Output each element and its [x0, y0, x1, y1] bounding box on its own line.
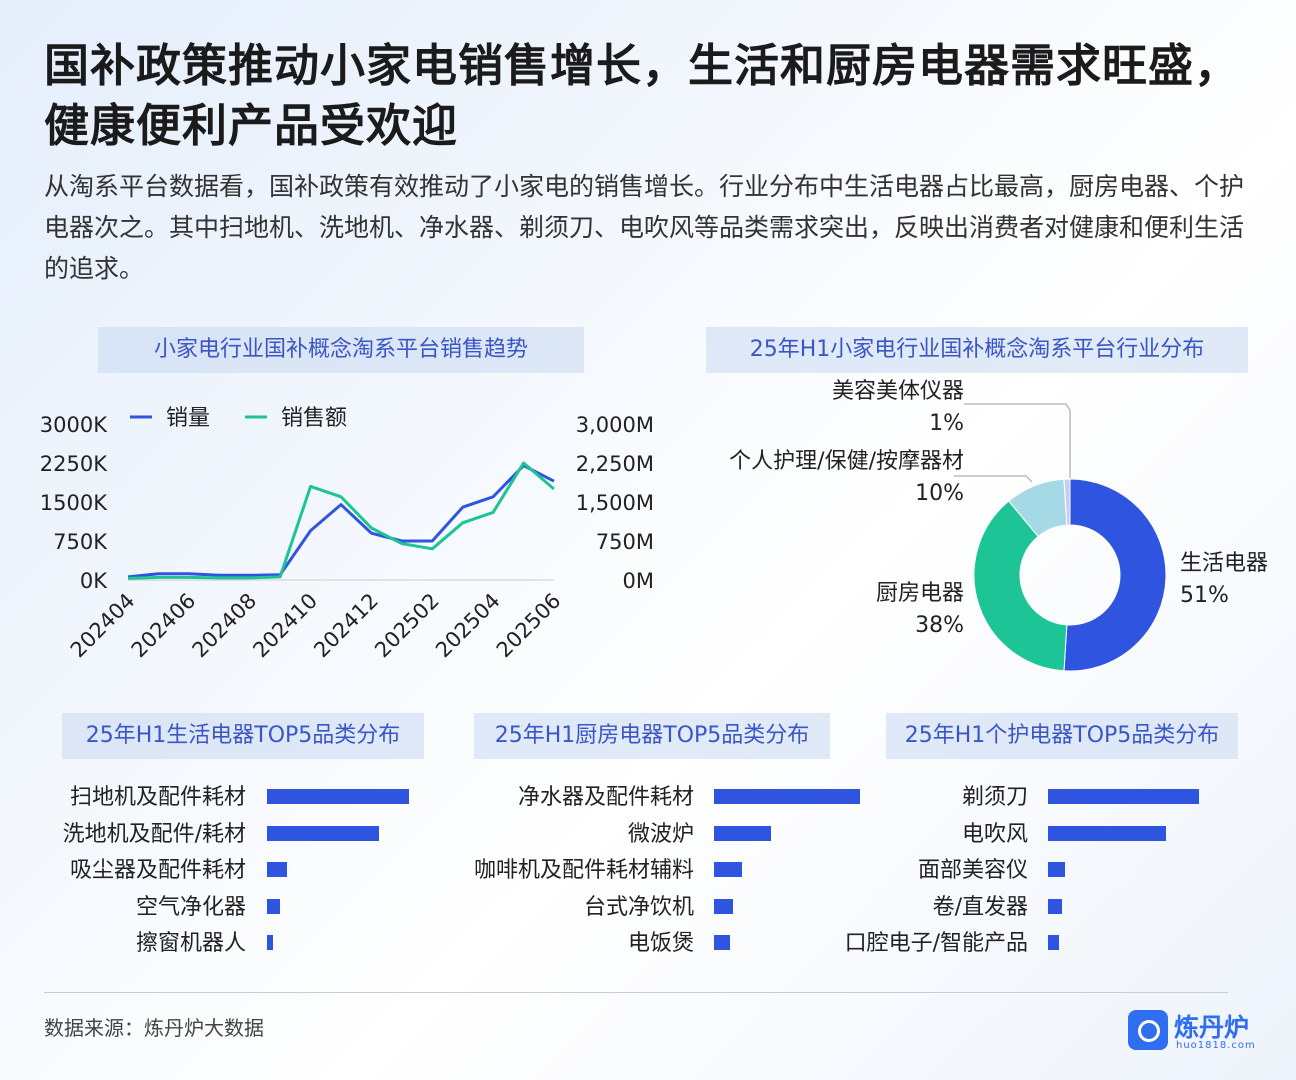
bar-category-label: 面部美容仪	[917, 858, 1028, 883]
bar-row: 电吹风	[800, 817, 1230, 853]
footer-divider	[44, 992, 1228, 993]
legend-label: 销量	[166, 406, 210, 431]
logo-subtext: huo1818.com	[1176, 1040, 1256, 1051]
x-tick-label: 202410	[248, 589, 322, 663]
series-line-revenue	[127, 461, 555, 580]
y-right-tick-label: 2,250M	[576, 452, 654, 476]
bar	[1048, 825, 1166, 841]
bar-category-label: 擦窗机器人	[135, 931, 246, 956]
bar-chart-2-title: 25年H1厨房电器TOP5品类分布	[474, 713, 830, 759]
x-tick-label: 202406	[127, 589, 201, 663]
x-tick-label: 202504	[431, 589, 505, 663]
donut-chart-title: 25年H1小家电行业国补概念淘系平台行业分布	[706, 327, 1248, 373]
bar-chart-1-title: 25年H1生活电器TOP5品类分布	[62, 713, 424, 759]
logo-icon	[1128, 1010, 1168, 1050]
y-left-tick-label: 750K	[53, 530, 108, 554]
y-right-tick-label: 1,500M	[576, 491, 654, 515]
line-chart-title: 小家电行业国补概念淘系平台销售趋势	[98, 327, 584, 373]
bar-row: 吸尘器及配件耗材	[20, 853, 440, 889]
bar-category-label: 剃须刀	[961, 785, 1028, 810]
bar-category-label: 台式净饮机	[583, 894, 694, 920]
bar-row: 电饭煲	[430, 926, 890, 962]
bar-chart-3-title: 25年H1个护电器TOP5品类分布	[886, 713, 1238, 759]
logo-text: 炼丹炉	[1174, 1013, 1250, 1042]
x-tick-label: 202404	[66, 589, 140, 663]
bar-row: 空气净化器	[20, 890, 440, 926]
bar	[714, 789, 860, 804]
slice-label: 厨房电器	[876, 581, 964, 606]
bar-row: 口腔电子/智能产品	[800, 926, 1230, 962]
bar-row: 剃须刀	[800, 780, 1230, 816]
leader-line	[964, 403, 1071, 478]
bar	[714, 898, 733, 914]
slice-percent: 1%	[929, 411, 964, 436]
bar	[267, 935, 273, 950]
bar-category-label: 电饭煲	[627, 931, 694, 956]
x-tick-label: 202412	[309, 589, 383, 663]
bar	[1048, 862, 1065, 877]
bar	[267, 789, 409, 804]
slice-percent: 51%	[1180, 583, 1229, 608]
series-line-volume	[127, 464, 555, 579]
y-left-tick-label: 1500K	[40, 491, 108, 515]
x-tick-label: 202502	[370, 589, 444, 663]
slice-label: 生活电器	[1180, 551, 1268, 576]
bar-row: 微波炉	[430, 817, 890, 853]
bar	[267, 862, 287, 877]
bar-row: 扫地机及配件耗材	[20, 780, 440, 816]
donut-slice	[973, 500, 1068, 672]
slice-label: 美容美体仪器	[832, 379, 964, 404]
page-title: 国补政策推动小家电销售增长，生活和厨房电器需求旺盛，健康便利产品受欢迎	[44, 39, 1241, 152]
slice-percent: 38%	[915, 613, 964, 638]
x-tick-label: 202408	[188, 589, 262, 663]
donut-slice	[1063, 478, 1071, 526]
page-subtitle: 从淘系平台数据看，国补政策有效推动了小家电的销售增长。行业分布中生活电器占比最高…	[44, 172, 1245, 283]
bar-category-label: 口腔电子/智能产品	[844, 931, 1028, 956]
bar-category-label: 卷/直发器	[932, 894, 1028, 920]
bar-category-label: 净水器及配件耗材	[517, 785, 694, 810]
bar	[714, 825, 771, 841]
y-left-tick-label: 2250K	[40, 452, 108, 476]
bar	[714, 862, 742, 877]
y-left-tick-label: 0K	[80, 569, 108, 593]
donut-chart: 生活电器 51% 厨房电器 38% 个人护理/保健/按摩器材 10% 美容美体仪器 1%	[729, 379, 1268, 672]
slice-label: 个人护理/保健/按摩器材	[729, 449, 964, 474]
bar-row: 卷/直发器	[800, 890, 1230, 926]
bar	[1048, 935, 1059, 950]
legend-label: 销售额	[281, 406, 347, 431]
y-right-tick-label: 750M	[596, 530, 654, 554]
bar-row: 面部美容仪	[800, 853, 1230, 889]
data-source: 数据来源：炼丹炉大数据	[44, 1016, 264, 1040]
y-right-tick-label: 3,000M	[576, 413, 654, 437]
donut-slice	[1063, 478, 1167, 672]
bar-row: 净水器及配件耗材	[430, 780, 890, 816]
bar-category-label: 电吹风	[961, 821, 1028, 847]
y-right-tick-label: 0M	[623, 569, 654, 593]
bar-category-label: 空气净化器	[135, 894, 246, 920]
bar-category-label: 咖啡机及配件耗材辅料	[473, 858, 694, 883]
bar-chart-2: 净水器及配件耗材微波炉咖啡机及配件耗材辅料台式净饮机电饭煲	[430, 780, 890, 970]
brand-logo: 炼丹炉 huo1818.com	[1128, 1008, 1268, 1054]
bar-row: 台式净饮机	[430, 890, 890, 926]
bar-category-label: 洗地机及配件/耗材	[62, 821, 246, 847]
bar	[267, 825, 380, 841]
bar-category-label: 微波炉	[627, 821, 694, 847]
bar-row: 擦窗机器人	[20, 926, 440, 962]
x-tick-label: 202506	[492, 589, 566, 663]
bar	[1048, 898, 1062, 914]
bar-row: 洗地机及配件/耗材	[20, 817, 440, 853]
bar-category-label: 吸尘器及配件耗材	[69, 858, 246, 883]
bar-row: 咖啡机及配件耗材辅料	[430, 853, 890, 889]
bar-category-label: 扫地机及配件耗材	[69, 785, 246, 810]
bar	[267, 898, 280, 914]
bar	[1048, 789, 1199, 804]
slice-percent: 10%	[915, 481, 964, 506]
leader-line	[954, 475, 1033, 483]
bar-chart-3: 剃须刀电吹风面部美容仪卷/直发器口腔电子/智能产品	[800, 780, 1230, 970]
bar-chart-1: 扫地机及配件耗材洗地机及配件/耗材吸尘器及配件耗材空气净化器擦窗机器人	[20, 780, 440, 970]
y-left-tick-label: 3000K	[40, 413, 108, 437]
line-chart: 3000K 2250K 1500K 750K 0K 3,000M 2,250M 1,500M 7…	[40, 406, 654, 663]
bar	[714, 935, 731, 950]
